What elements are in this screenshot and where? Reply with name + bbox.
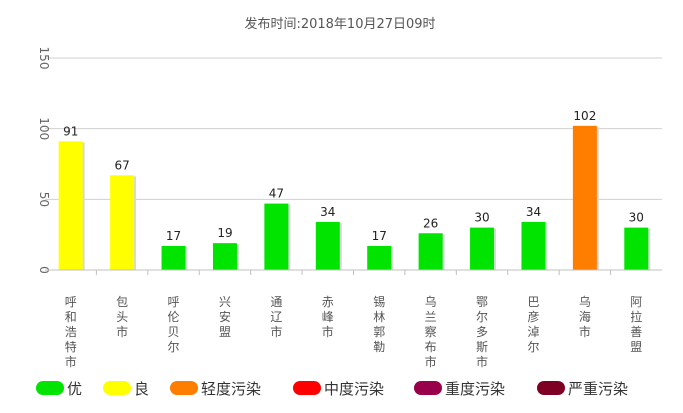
data-label: 26: [423, 216, 438, 230]
legend-label: 优: [67, 380, 82, 398]
legend-label: 重度污染: [445, 380, 505, 398]
legend-swatch: [36, 381, 64, 395]
category-label: 乌兰察布市: [425, 294, 437, 369]
category-label: 锡林郭勒: [373, 294, 385, 354]
bar: [264, 203, 289, 270]
data-labels: 91 67 17 19 47 34 17 26 30 34 102 30: [63, 109, 644, 243]
y-axis: 0 50 100 150: [37, 47, 51, 274]
bar: [624, 227, 649, 270]
data-label: 30: [474, 211, 489, 225]
bar: [58, 141, 83, 270]
data-label: 19: [217, 226, 232, 240]
legend-label: 轻度污染: [201, 380, 261, 398]
bar: [521, 221, 546, 270]
category-label: 包头市: [116, 295, 128, 339]
y-tick-label: 0: [37, 266, 51, 274]
y-tick-label: 150: [37, 47, 51, 70]
data-label: 47: [269, 187, 284, 201]
data-label: 17: [372, 229, 387, 243]
data-label: 34: [526, 205, 541, 219]
y-tick-label: 100: [37, 117, 51, 140]
category-label: 呼伦贝尔: [168, 295, 180, 354]
bar: [418, 233, 443, 270]
bar: [315, 221, 340, 270]
legend-swatch: [103, 381, 131, 395]
data-label: 102: [573, 109, 596, 123]
legend-label: 中度污染: [324, 380, 384, 398]
data-label: 34: [320, 205, 335, 219]
legend-swatch: [414, 381, 442, 395]
chart-subtitle: 发布时间:2018年10月27日09时: [244, 16, 435, 32]
grid-lines: [45, 57, 662, 271]
category-label: 乌海市: [579, 294, 591, 339]
category-label: 呼和浩特市: [65, 295, 77, 369]
x-axis: 呼和浩特市 包头市 呼伦贝尔 兴安盟 通辽市 赤峰市 锡林郭勒 乌兰察布市 鄂尔多斯市 巴彦淖尔 乌…: [45, 269, 662, 369]
bar: [367, 245, 392, 270]
legend-label: 严重污染: [568, 380, 628, 398]
legend-swatch: [293, 381, 321, 395]
category-label: 阿拉善盟: [630, 295, 642, 354]
legend: 优 良 轻度污染 中度污染 重度污染 严重污染: [36, 380, 628, 398]
legend-label: 良: [134, 380, 149, 398]
data-label: 30: [629, 211, 644, 225]
category-label: 通辽市: [270, 295, 282, 339]
legend-swatch: [537, 381, 565, 395]
bar: [470, 227, 495, 270]
bar: [212, 243, 237, 270]
y-tick-label: 50: [37, 192, 51, 207]
bars: [58, 125, 651, 270]
legend-swatch: [170, 381, 198, 395]
category-label: 赤峰市: [322, 295, 334, 339]
category-label: 兴安盟: [219, 295, 231, 339]
bar: [572, 125, 597, 270]
data-label: 17: [166, 229, 181, 243]
category-label: 鄂尔多斯市: [476, 295, 488, 369]
data-label: 91: [63, 124, 78, 138]
category-label: 巴彦淖尔: [527, 295, 539, 354]
bar: [161, 245, 186, 270]
bar: [110, 175, 135, 270]
data-label: 67: [114, 158, 129, 172]
